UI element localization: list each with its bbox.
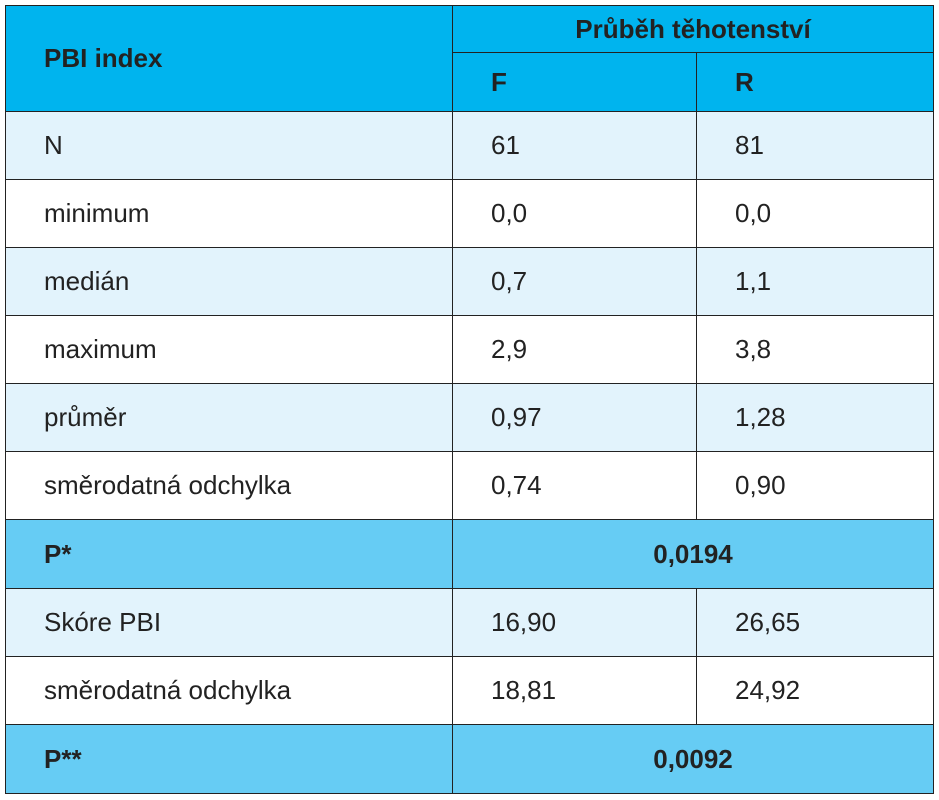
- cell-r: 3,8: [695, 315, 935, 384]
- cell-f: 0,74: [452, 451, 697, 520]
- row-label: N: [5, 111, 453, 180]
- table-row: minimum 0,0 0,0: [5, 179, 935, 248]
- table-row: průměr 0,97 1,28: [5, 383, 935, 452]
- cell-r: 26,65: [695, 588, 935, 657]
- cell-f: 0,0: [452, 179, 697, 248]
- header-pbi-index: PBI index: [5, 5, 453, 112]
- cell-f: 0,7: [452, 247, 697, 316]
- table-row: Skóre PBI 16,90 26,65: [5, 588, 935, 657]
- table-row: maximum 2,9 3,8: [5, 315, 935, 384]
- p-value: 0,0092: [451, 724, 935, 794]
- row-label: maximum: [5, 315, 453, 384]
- p-value-row: P** 0,0092: [5, 724, 935, 794]
- row-label: minimum: [5, 179, 453, 248]
- table-row: směrodatná odchylka 0,74 0,90: [5, 451, 935, 520]
- cell-r: 81: [695, 111, 935, 180]
- table-row: směrodatná odchylka 18,81 24,92: [5, 656, 935, 725]
- p-label: P**: [5, 724, 453, 794]
- cell-f: 61: [452, 111, 697, 180]
- table-row: N 61 81: [5, 111, 935, 180]
- cell-f: 18,81: [452, 656, 697, 725]
- header-row-1: PBI index Průběh těhotenství: [5, 5, 935, 112]
- cell-r: 0,90: [695, 451, 935, 520]
- row-label: směrodatná odchylka: [5, 656, 453, 725]
- header-group: Průběh těhotenství: [451, 5, 935, 53]
- cell-f: 0,97: [452, 383, 697, 452]
- header-row-2: F R: [6, 52, 935, 112]
- p-value: 0,0194: [451, 519, 935, 589]
- table-row: medián 0,7 1,1: [5, 247, 935, 316]
- row-label: průměr: [5, 383, 453, 452]
- header-col-f: F: [452, 52, 697, 112]
- row-label: medián: [5, 247, 453, 316]
- cell-r: 0,0: [695, 179, 935, 248]
- cell-r: 1,1: [695, 247, 935, 316]
- row-label: Skóre PBI: [5, 588, 453, 657]
- cell-r: 24,92: [695, 656, 935, 725]
- p-label: P*: [5, 519, 453, 589]
- pbi-table: PBI index Průběh těhotenství F R N 61 81…: [5, 5, 935, 794]
- cell-r: 1,28: [695, 383, 935, 452]
- p-value-row: P* 0,0194: [5, 519, 935, 589]
- header-col-r: R: [695, 52, 935, 112]
- cell-f: 2,9: [452, 315, 697, 384]
- cell-f: 16,90: [452, 588, 697, 657]
- row-label: směrodatná odchylka: [5, 451, 453, 520]
